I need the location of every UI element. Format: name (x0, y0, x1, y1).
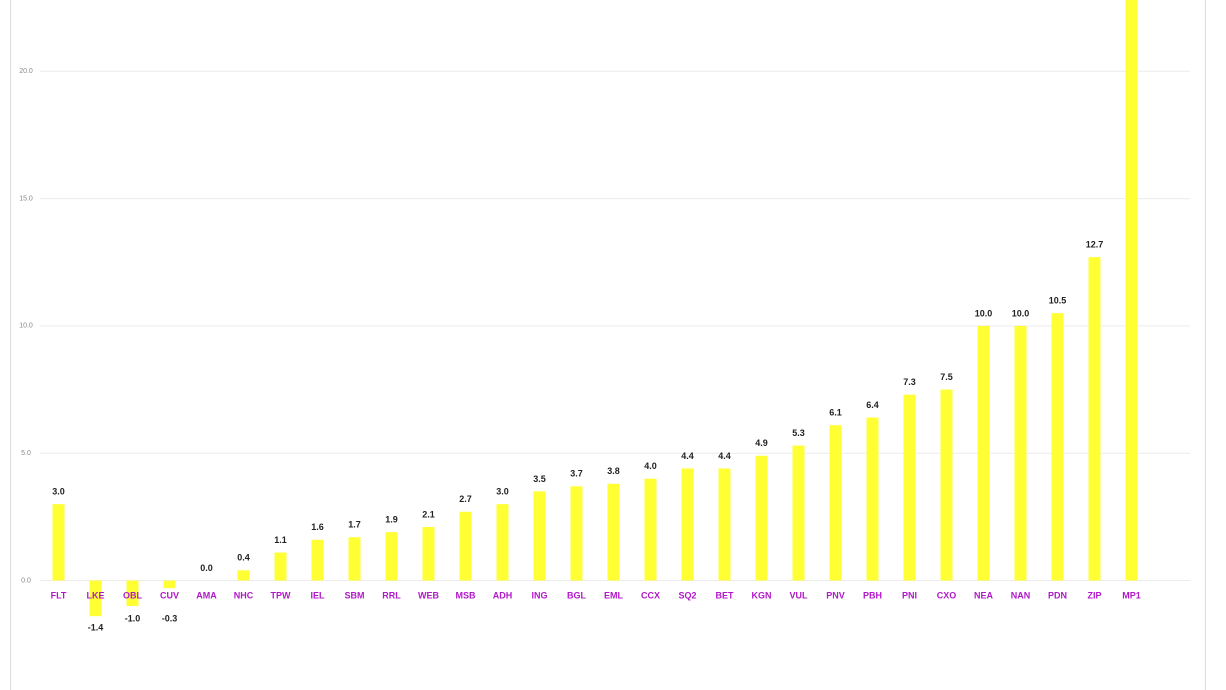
value-label: -1.0 (125, 613, 141, 623)
bar (903, 394, 916, 581)
value-label: 2.7 (459, 494, 472, 504)
x-tick-label: AMA (196, 590, 217, 600)
x-tick-label: PDN (1048, 590, 1067, 600)
bar (348, 537, 361, 581)
bar (792, 445, 805, 581)
x-tick-label: RRL (382, 590, 401, 600)
bar (1051, 313, 1064, 581)
x-tick-label: SQ2 (678, 590, 696, 600)
bar (422, 527, 435, 581)
bar (533, 491, 546, 581)
x-tick-label: ING (531, 590, 547, 600)
bar (496, 504, 509, 581)
bar (126, 580, 139, 606)
value-label: 10.5 (1049, 296, 1067, 306)
value-label: -0.3 (162, 613, 178, 623)
x-tick-label: MSB (456, 590, 477, 600)
x-tick-label: CCX (641, 590, 660, 600)
value-label: 4.4 (681, 451, 694, 461)
x-tick-label: EML (604, 590, 624, 600)
x-tick-label: PNV (826, 590, 845, 600)
x-tick-label: FLT (51, 590, 67, 600)
value-label: 6.1 (829, 408, 842, 418)
value-label: 1.9 (385, 515, 398, 525)
bar (829, 425, 842, 581)
bar (644, 478, 657, 581)
value-label: 10.0 (975, 308, 993, 318)
bar (570, 486, 583, 581)
bar (52, 504, 65, 581)
bar (977, 325, 990, 581)
value-label: 3.8 (607, 466, 620, 476)
chart-frame (10, 0, 1206, 690)
y-tick-label: 20.0 (19, 68, 33, 75)
x-tick-label: TPW (271, 590, 292, 600)
value-label: 1.1 (274, 535, 287, 545)
x-tick-label: SBM (345, 590, 365, 600)
bar (1014, 325, 1027, 581)
bar (1088, 257, 1101, 581)
value-label: 6.4 (866, 400, 879, 410)
value-label: 12.7 (1086, 240, 1104, 250)
x-tick-label: BGL (567, 590, 587, 600)
value-label: 3.5 (533, 474, 546, 484)
x-tick-label: CUV (160, 590, 179, 600)
x-tick-label: WEB (418, 590, 439, 600)
value-label: -1.4 (88, 623, 104, 633)
x-tick-label: NEA (974, 590, 994, 600)
bar (681, 468, 694, 581)
x-tick-label: LKE (87, 590, 105, 600)
x-tick-label: ADH (493, 590, 513, 600)
y-tick-label: 15.0 (19, 195, 33, 202)
value-label: 4.4 (718, 451, 731, 461)
x-tick-label: MP1 (1122, 590, 1141, 600)
x-tick-label: IEL (310, 590, 325, 600)
value-label: 3.0 (496, 487, 509, 497)
x-tick-label: ZIP (1087, 590, 1101, 600)
bar (459, 511, 472, 581)
bar (940, 389, 953, 581)
bar (755, 455, 768, 581)
bar (607, 483, 620, 581)
value-label: 1.6 (311, 522, 324, 532)
y-tick-label: 0.0 (21, 577, 31, 584)
y-tick-label: 5.0 (21, 450, 31, 457)
bar (1125, 0, 1138, 581)
x-tick-label: OBL (123, 590, 143, 600)
x-tick-label: NHC (234, 590, 254, 600)
bar (311, 539, 324, 581)
bar (89, 580, 102, 617)
value-label: 2.1 (422, 509, 435, 519)
value-label: 0.0 (200, 563, 213, 573)
x-tick-label: CXO (937, 590, 957, 600)
value-label: 7.3 (903, 377, 916, 387)
value-label: 1.7 (348, 520, 361, 530)
bar (237, 570, 250, 581)
value-label: 4.9 (755, 438, 768, 448)
value-label: 5.3 (792, 428, 805, 438)
x-tick-label: PNI (902, 590, 917, 600)
x-tick-label: KGN (752, 590, 772, 600)
value-label: 3.7 (570, 469, 583, 479)
bar (866, 417, 879, 581)
bar (718, 468, 731, 581)
value-label: 10.0 (1012, 308, 1030, 318)
x-tick-label: VUL (790, 590, 809, 600)
y-tick-label: 10.0 (19, 323, 33, 330)
bar (385, 532, 398, 581)
bar (274, 552, 287, 581)
value-label: 7.5 (940, 372, 953, 382)
x-tick-label: NAN (1011, 590, 1031, 600)
value-label: 4.0 (644, 461, 657, 471)
bar (163, 580, 176, 589)
value-label: 3.0 (52, 487, 65, 497)
x-tick-label: BET (716, 590, 735, 600)
value-label: 0.4 (237, 553, 250, 563)
x-tick-label: PBH (863, 590, 882, 600)
